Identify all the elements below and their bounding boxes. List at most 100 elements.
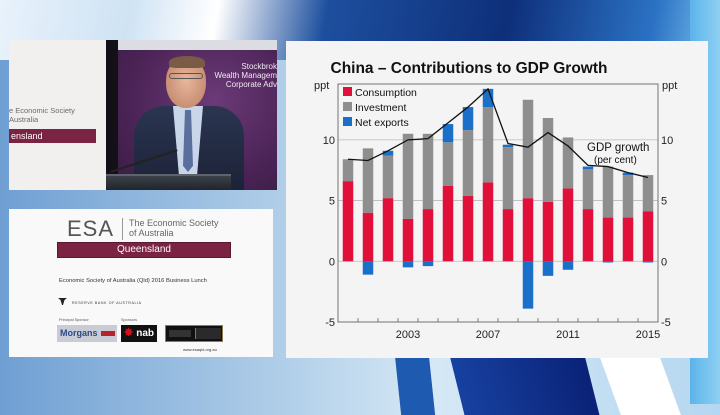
bar-net-exports xyxy=(362,261,374,275)
bar-net-exports xyxy=(602,261,614,263)
bar-investment xyxy=(602,166,614,218)
bar-consumption xyxy=(562,188,574,262)
bar-consumption xyxy=(582,209,594,262)
bar-net-exports xyxy=(402,261,414,268)
stage-banner-region: ensland xyxy=(9,129,96,143)
backdrop-line: Corporate Adv xyxy=(225,80,277,89)
speaker-glasses xyxy=(169,73,203,79)
y-axis-label-left: ppt xyxy=(314,80,329,92)
nab-logo: ✸ nab xyxy=(121,325,157,342)
bar-net-exports xyxy=(562,261,574,270)
bar-net-exports xyxy=(442,124,454,143)
background-swoosh-band xyxy=(599,355,681,415)
bar-investment xyxy=(622,175,634,218)
legend-label-net-exports: Net exports xyxy=(355,117,409,129)
podium xyxy=(106,174,231,190)
cimb-logo xyxy=(100,331,115,337)
rba-logo-icon xyxy=(58,298,67,305)
x-tick-label: 2007 xyxy=(476,329,500,341)
esa-logo: ESA xyxy=(67,216,115,241)
y-axis-label-right: ppt xyxy=(662,80,677,92)
bar-net-exports xyxy=(422,261,434,267)
chart-title: China – Contributions to GDP Growth xyxy=(330,60,608,77)
bar-investment xyxy=(502,147,514,210)
website-url: www.esaqld.org.au xyxy=(183,347,217,352)
esa-event-card: ESA The Economic Society of Australia Qu… xyxy=(9,209,273,357)
speaker-tie xyxy=(183,110,193,172)
bar-net-exports xyxy=(462,107,474,131)
logo-divider xyxy=(122,218,123,240)
backdrop-sponsor-text: Stockbrok Wealth Managem Corporate Adv xyxy=(214,62,277,89)
bar-investment xyxy=(642,175,654,212)
x-tick-label: 2003 xyxy=(396,329,420,341)
nab-star-icon: ✸ xyxy=(124,327,134,339)
bar-net-exports xyxy=(642,261,654,263)
backdrop-line: Wealth Managem xyxy=(214,71,277,80)
morgans-logo: Morgans xyxy=(57,325,117,342)
bar-investment xyxy=(462,130,474,196)
bar-consumption xyxy=(342,181,354,262)
bar-consumption xyxy=(382,198,394,262)
bar-investment xyxy=(362,148,374,213)
bar-investment xyxy=(562,137,574,189)
legend-label-consumption: Consumption xyxy=(355,87,417,99)
bar-consumption xyxy=(602,217,614,262)
bar-net-exports xyxy=(622,172,634,176)
bar-consumption xyxy=(402,218,414,262)
bar-investment xyxy=(402,133,414,219)
y-tick-label-left: 5 xyxy=(329,196,335,208)
y-tick-label-right: 10 xyxy=(661,135,673,147)
bar-net-exports xyxy=(542,261,554,276)
bar-net-exports xyxy=(582,166,594,169)
org-name-line1: The Economic Society xyxy=(129,218,219,228)
y-tick-label-left: 0 xyxy=(329,256,335,268)
bar-investment xyxy=(442,142,454,186)
backdrop-line: Stockbrok xyxy=(241,62,277,71)
bar-investment xyxy=(342,159,354,182)
chart-panel xyxy=(286,41,708,358)
event-title: Economic Society of Australia (Qld) 2016… xyxy=(59,278,207,284)
rba-label: RESERVE BANK OF AUSTRALIA xyxy=(72,301,142,305)
stage-banner-line1: e Economic Society xyxy=(9,106,75,115)
gdp-growth-unit-annotation: (per cent) xyxy=(594,155,637,166)
bar-consumption xyxy=(362,212,374,262)
background-swoosh-band xyxy=(449,355,600,415)
y-tick-label-left: 10 xyxy=(323,135,335,147)
uq-text-block xyxy=(195,328,221,339)
gdp-contributions-chart: -5 -5 0 0 5 5 10 10 2003 2007 2011 2015 Consumption… xyxy=(314,80,677,341)
bar-consumption xyxy=(542,201,554,262)
bar-investment xyxy=(482,107,494,183)
bar-investment xyxy=(582,169,594,210)
org-name-line2: of Australia xyxy=(129,228,174,238)
stage-curtain xyxy=(106,40,118,190)
gdp-growth-line xyxy=(347,87,649,179)
legend-swatch-consumption xyxy=(343,87,352,96)
bar-consumption xyxy=(422,209,434,262)
bar-investment xyxy=(522,99,534,199)
bar-consumption xyxy=(642,211,654,262)
y-tick-label-right: -5 xyxy=(661,317,671,329)
legend-swatch-investment xyxy=(343,102,352,111)
backdrop-top-strip xyxy=(118,40,277,50)
region-banner: Queensland xyxy=(57,242,231,258)
bar-net-exports xyxy=(382,150,394,156)
legend-label-investment: Investment xyxy=(355,102,406,114)
bar-investment xyxy=(382,155,394,199)
bar-consumption xyxy=(622,217,634,262)
morgans-name: Morgans xyxy=(60,328,98,338)
nab-name: nab xyxy=(136,328,154,339)
esa-stage-banner: e Economic Society Australia ensland xyxy=(9,40,106,190)
bar-net-exports xyxy=(502,144,514,148)
esa-org-name: The Economic Society of Australia xyxy=(129,218,239,238)
speaker-video: e Economic Society Australia ensland Sto… xyxy=(9,40,277,190)
principal-sponsor-label: Principal Sponsor xyxy=(59,318,89,322)
y-tick-label-right: 0 xyxy=(661,256,667,268)
speaker-hair xyxy=(169,56,205,68)
bar-consumption xyxy=(442,186,454,262)
bar-consumption xyxy=(522,198,534,262)
bar-consumption xyxy=(482,182,494,262)
gdp-growth-annotation: GDP growth xyxy=(587,142,649,154)
bar-net-exports xyxy=(522,261,534,309)
bar-consumption xyxy=(462,195,474,262)
x-tick-label: 2011 xyxy=(556,329,580,341)
